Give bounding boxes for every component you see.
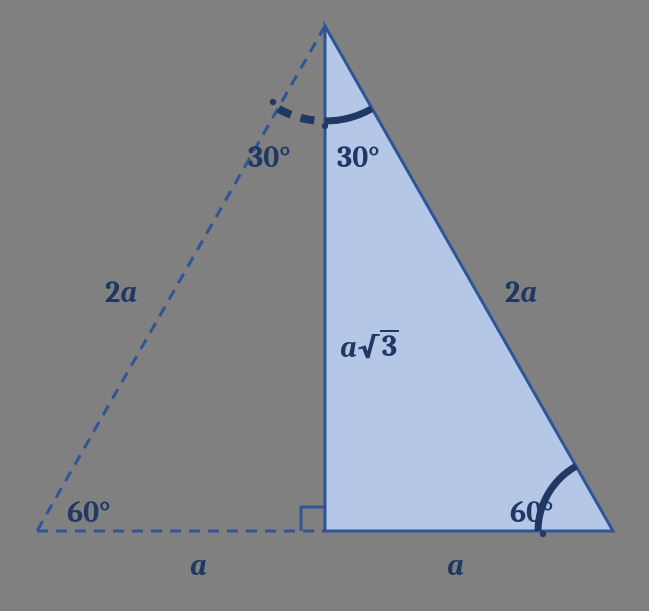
diagram-canvas: 30° 30° 60° 60° 2a 2a a√3 a a xyxy=(0,0,649,611)
right-angle-marker xyxy=(301,507,325,531)
side-label-base-left: a xyxy=(190,548,207,583)
coef: 2 xyxy=(505,275,520,310)
side-label-base-right: a xyxy=(447,548,464,583)
side-label-hyp-left: 2a xyxy=(105,275,137,310)
side-label-hyp-right: 2a xyxy=(505,275,537,310)
radical-sign: √ xyxy=(357,330,380,365)
solid-triangle xyxy=(325,26,613,531)
apex-arc-left xyxy=(278,109,325,121)
var: a xyxy=(190,548,207,583)
angle-label-base-right: 60° xyxy=(510,495,553,530)
side-label-altitude: a√3 xyxy=(340,330,399,365)
apex-arc-left-dot-start xyxy=(270,99,276,105)
angle-label-apex-right: 30° xyxy=(337,140,380,175)
base-arc-right-dot xyxy=(540,531,546,537)
var: a xyxy=(120,275,137,310)
var: a xyxy=(520,275,537,310)
angle-label-base-left: 60° xyxy=(67,495,110,530)
angle-label-apex-left: 30° xyxy=(248,140,291,175)
dashed-hypotenuse-left xyxy=(37,26,325,531)
apex-arc-left-dot-end xyxy=(322,123,328,129)
radicand: 3 xyxy=(380,330,399,362)
var: a xyxy=(447,548,464,583)
coef: 2 xyxy=(105,275,120,310)
coef: a xyxy=(340,330,357,365)
